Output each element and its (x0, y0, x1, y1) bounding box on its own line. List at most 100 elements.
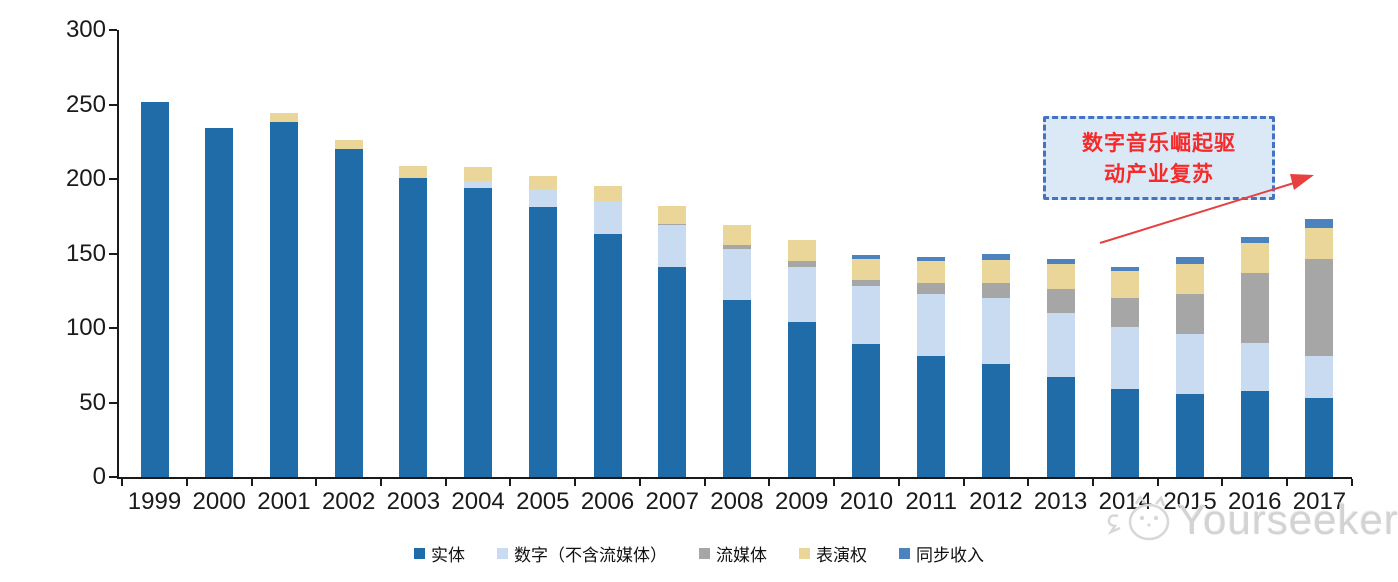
x-tick-label: 2016 (1228, 488, 1282, 515)
legend-item: 流媒体 (699, 541, 767, 566)
y-tick-mark (109, 178, 117, 180)
bar-segment (722, 244, 751, 250)
bar-2008 (722, 225, 751, 477)
bar-segment (787, 322, 816, 477)
y-tick-label: 150 (65, 239, 106, 267)
watermark-text: Yourseeker (1178, 496, 1398, 543)
x-axis-line (117, 477, 1352, 479)
bar-segment (852, 255, 881, 260)
bar-segment (1111, 266, 1140, 272)
bar-2016 (1240, 237, 1269, 477)
bar-segment (528, 189, 557, 208)
x-tick-label: 2008 (710, 488, 764, 515)
x-tick-mark (1091, 479, 1094, 486)
bar-segment (464, 167, 493, 182)
bar-segment (722, 249, 751, 300)
x-tick-mark (444, 479, 447, 486)
y-tick-label: 200 (65, 165, 106, 192)
bar-2002 (334, 140, 363, 477)
bar-2006 (593, 186, 622, 477)
bar-segment (722, 299, 751, 477)
bar-segment (399, 177, 428, 477)
legend-item: 实体 (414, 541, 465, 566)
legend-label: 数字（不含流媒体） (514, 546, 667, 565)
x-tick-label: 2006 (580, 488, 635, 515)
x-tick-mark (833, 479, 836, 486)
x-tick-label: 2001 (257, 488, 311, 515)
bar-segment (1046, 377, 1075, 477)
x-tick-mark (962, 479, 965, 486)
bar-segment (852, 259, 881, 281)
x-tick-mark (185, 479, 188, 486)
bar-segment (593, 234, 622, 477)
bar-segment (917, 260, 946, 284)
bar-segment (528, 176, 557, 190)
bar-segment (464, 182, 493, 188)
cat-logo-icon (1107, 494, 1170, 541)
x-tick-mark (121, 479, 124, 486)
bar-2004 (464, 167, 493, 477)
bar-segment (593, 186, 622, 202)
bar-segment (1240, 390, 1269, 477)
bar-segment (981, 298, 1010, 364)
bar-segment (787, 266, 816, 323)
legend-swatch (799, 548, 810, 559)
x-tick-label: 2002 (321, 488, 376, 515)
x-tick-mark (1156, 479, 1159, 486)
bar-segment (917, 293, 946, 357)
bar-segment (1305, 228, 1334, 260)
bar-2011 (917, 256, 946, 477)
bar-segment (722, 225, 751, 245)
y-axis-line (117, 30, 119, 479)
x-tick-mark (380, 479, 383, 486)
x-tick-mark (1286, 479, 1289, 486)
bar-segment (1240, 243, 1269, 273)
x-tick-label: 2012 (969, 488, 1023, 515)
bar-segment (1176, 256, 1205, 264)
annotation-text-line2: 动产业复苏 (1104, 163, 1214, 186)
x-tick-label: 2009 (774, 488, 829, 515)
x-tick-mark (897, 479, 900, 486)
x-tick-mark (250, 479, 253, 486)
bar-segment (464, 187, 493, 477)
bar-1999 (140, 101, 169, 477)
legend-label: 实体 (431, 546, 465, 565)
x-tick-mark (1027, 479, 1030, 486)
x-tick-mark (1350, 479, 1353, 486)
x-tick-label: 2013 (1033, 488, 1088, 515)
bar-segment (917, 356, 946, 477)
bar-segment (981, 253, 1010, 260)
y-tick-label: 100 (65, 314, 106, 341)
x-tick-mark (1221, 479, 1224, 486)
x-tick-label: 2010 (839, 488, 894, 515)
bar-segment (1111, 326, 1140, 390)
x-tick-label: 2003 (386, 488, 441, 515)
bar-segment (1111, 298, 1140, 327)
y-tick-mark (109, 252, 117, 255)
y-tick-mark (109, 327, 117, 329)
bar-segment (658, 266, 687, 477)
annotation-text-line1: 数字音乐崛起驱 (1082, 132, 1236, 155)
bar-segment (1176, 333, 1205, 394)
bar-segment (917, 283, 946, 294)
bar-segment (981, 283, 1010, 299)
bar-segment (852, 286, 881, 345)
x-tick-mark (768, 479, 771, 486)
bar-segment (787, 260, 816, 267)
bar-segment (205, 128, 234, 477)
x-tick-mark (509, 479, 512, 486)
x-tick-label: 2005 (516, 488, 570, 515)
bar-segment (658, 205, 687, 224)
bar-segment (1240, 272, 1269, 343)
bar-2003 (399, 165, 428, 477)
x-tick-mark (703, 479, 706, 486)
bar-segment (1305, 259, 1334, 357)
bar-segment (1176, 263, 1205, 294)
bar-2001 (269, 113, 298, 477)
bar-segment (334, 140, 363, 150)
y-tick-mark (109, 29, 117, 31)
bar-2009 (787, 240, 816, 477)
bar-segment (1046, 313, 1075, 378)
y-tick-mark (109, 476, 117, 478)
